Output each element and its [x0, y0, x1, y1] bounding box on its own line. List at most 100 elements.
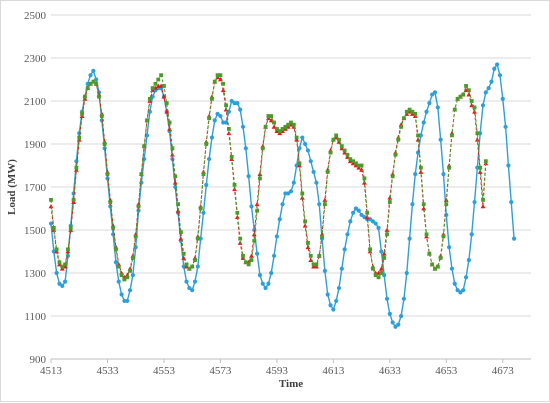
data-point: [469, 99, 474, 103]
data-point: [311, 169, 316, 175]
data-point: [421, 120, 426, 125]
data-point: [184, 279, 189, 284]
data-point: [207, 156, 212, 162]
series-group: [48, 62, 517, 329]
data-point: [260, 281, 265, 286]
data-point: [384, 227, 390, 232]
data-point: [167, 120, 172, 125]
data-point: [237, 240, 243, 245]
x-axis-title: Time: [279, 378, 303, 390]
data-point: [133, 234, 138, 239]
data-point: [94, 81, 99, 86]
data-point: [427, 251, 432, 256]
data-point: [181, 251, 186, 256]
data-point: [218, 113, 223, 119]
data-point: [249, 204, 254, 209]
data-point: [71, 199, 76, 204]
data-point: [305, 244, 311, 250]
data-point: [74, 159, 79, 164]
data-point: [506, 163, 511, 168]
data-point: [175, 208, 181, 213]
y-tick-label: 1300: [24, 268, 47, 280]
data-point: [164, 109, 170, 114]
data-point: [303, 141, 308, 147]
data-point: [424, 109, 429, 114]
data-point: [472, 199, 477, 205]
y-tick-label: 1100: [24, 311, 46, 323]
data-point: [382, 256, 387, 260]
data-point: [85, 86, 90, 90]
data-point: [74, 165, 79, 170]
data-point: [235, 101, 240, 106]
data-point: [480, 103, 486, 108]
data-point: [128, 268, 132, 273]
data-point: [294, 137, 300, 142]
data-point: [125, 298, 130, 304]
data-point: [483, 90, 488, 95]
series-green: [49, 73, 488, 282]
data-point: [234, 214, 240, 220]
data-point: [204, 142, 209, 146]
data-point: [407, 107, 412, 112]
data-point: [114, 247, 118, 252]
data-point: [379, 249, 384, 254]
data-point: [486, 86, 491, 91]
data-point: [97, 94, 101, 99]
data-point: [243, 260, 248, 265]
data-point: [235, 210, 240, 215]
data-point: [249, 253, 254, 258]
data-point: [272, 120, 276, 125]
data-point: [108, 200, 113, 204]
data-point: [432, 90, 438, 95]
data-point: [178, 236, 184, 241]
data-point: [116, 264, 121, 269]
y-tick-label: 1500: [24, 225, 47, 237]
data-point: [88, 81, 93, 86]
data-point: [220, 87, 226, 93]
data-point: [495, 62, 500, 67]
data-point: [466, 88, 471, 93]
data-point: [207, 116, 212, 121]
data-point: [378, 266, 384, 271]
data-point: [258, 176, 262, 181]
data-point: [322, 197, 328, 202]
data-point: [255, 251, 260, 256]
data-point: [311, 262, 316, 267]
data-point: [393, 152, 398, 157]
data-point: [260, 146, 265, 151]
data-point: [399, 313, 404, 319]
data-point: [300, 135, 305, 140]
data-point: [376, 225, 381, 230]
data-point: [418, 165, 423, 170]
y-tick-label: 2300: [24, 53, 47, 65]
data-point: [119, 292, 124, 297]
data-point: [503, 124, 508, 129]
data-point: [384, 296, 390, 301]
data-point: [438, 256, 443, 260]
data-point: [472, 105, 477, 110]
data-point: [51, 227, 57, 232]
data-point: [254, 201, 260, 207]
data-point: [91, 79, 96, 84]
data-point: [66, 247, 70, 252]
data-point: [305, 148, 311, 153]
data-point: [167, 126, 172, 131]
data-point: [385, 232, 389, 237]
data-point: [71, 198, 76, 202]
data-point: [348, 219, 353, 224]
x-tick-label: 4533: [96, 365, 119, 377]
data-point: [452, 107, 457, 112]
data-point: [328, 303, 333, 308]
data-point: [266, 114, 271, 118]
data-point: [159, 73, 164, 78]
data-point: [325, 170, 330, 174]
data-point: [466, 258, 471, 263]
data-point: [308, 253, 313, 258]
data-point: [82, 94, 87, 99]
data-point: [351, 159, 356, 164]
data-point: [469, 232, 474, 237]
data-point: [195, 236, 200, 241]
data-point: [274, 127, 279, 131]
data-point: [257, 273, 263, 278]
